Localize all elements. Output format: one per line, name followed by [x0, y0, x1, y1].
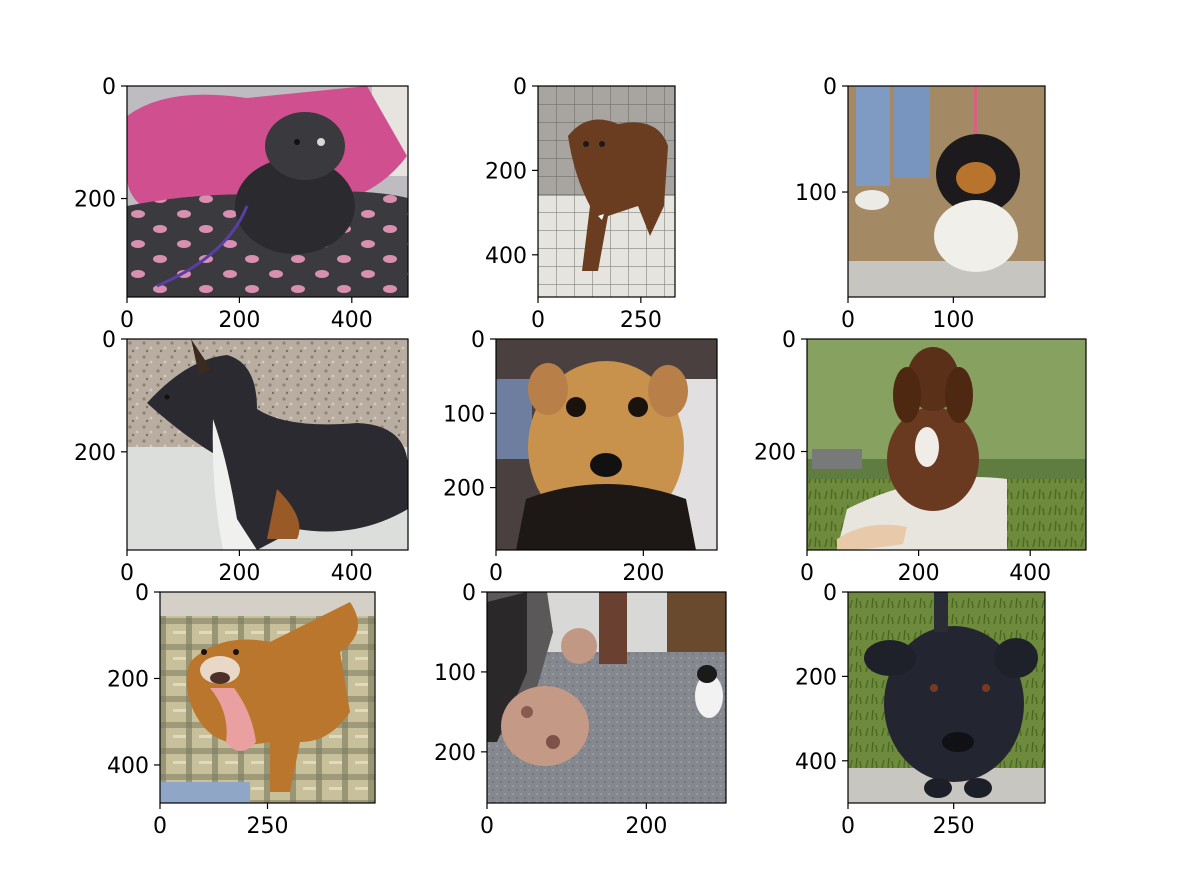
black-dog-face-closeup-image — [848, 592, 1045, 803]
panel-2 — [538, 86, 675, 297]
x-tick-label: 250 — [247, 814, 289, 839]
x-tick-label: 400 — [1009, 561, 1051, 586]
y-tick-label: 200 — [754, 441, 796, 466]
y-tick-label: 400 — [107, 754, 149, 779]
y-tick-label: 400 — [795, 750, 837, 775]
y-tick-label: 0 — [782, 328, 796, 353]
x-tick-label: 200 — [898, 561, 940, 586]
axes-frame — [495, 338, 718, 551]
panel-3 — [848, 86, 1045, 297]
panel-8 — [487, 592, 726, 803]
basset-puppy-sitting-outdoors-image — [807, 339, 1086, 550]
tricolor-dog-side-profile-image — [127, 339, 408, 550]
x-tick-label: 250 — [933, 814, 975, 839]
y-tick-label: 0 — [471, 328, 485, 353]
x-tick-label: 400 — [331, 308, 373, 333]
axes-frame — [486, 591, 727, 804]
panel-6 — [807, 339, 1086, 550]
axes-4: 0 200 400 0 200 — [74, 328, 409, 586]
y-tick-label: 100 — [434, 661, 476, 686]
y-tick-label: 0 — [513, 75, 527, 100]
y-tick-label: 0 — [823, 75, 837, 100]
x-tick-label: 0 — [120, 561, 134, 586]
y-tick-label: 200 — [74, 188, 116, 213]
x-tick-label: 100 — [932, 308, 974, 333]
x-tick-label: 200 — [622, 561, 664, 586]
axes-frame — [537, 85, 676, 298]
axes-frame — [126, 85, 409, 298]
axes-frame — [126, 338, 409, 551]
x-tick-label: 250 — [620, 308, 662, 333]
y-tick-label: 0 — [102, 328, 116, 353]
y-tick-label: 200 — [443, 477, 485, 502]
x-tick-label: 200 — [625, 814, 667, 839]
x-tick-label: 400 — [331, 561, 373, 586]
y-tick-label: 200 — [485, 159, 527, 184]
y-tick-label: 400 — [485, 244, 527, 269]
merle-dog-and-cat-indoors-image — [487, 592, 726, 803]
panel-1 — [127, 86, 408, 297]
brown-dog-standing-in-pen-image — [538, 86, 675, 297]
y-tick-label: 0 — [823, 581, 837, 606]
axes-frame — [806, 338, 1087, 551]
axes-5: 0 200 0 100 200 — [443, 328, 718, 586]
x-tick-label: 0 — [489, 561, 503, 586]
panel-4 — [127, 339, 408, 550]
pitbull-on-plaid-blanket-image — [160, 592, 375, 803]
y-tick-label: 100 — [443, 402, 485, 427]
y-tick-label: 0 — [135, 581, 149, 606]
axes-8: 0 200 0 100 200 — [434, 581, 727, 839]
dog-lying-on-pink-pillow-image — [127, 86, 408, 297]
x-tick-label: 0 — [480, 814, 494, 839]
panel-9 — [848, 592, 1045, 803]
axes-7: 0 250 0 200 400 — [107, 581, 376, 839]
y-tick-label: 100 — [795, 181, 837, 206]
y-tick-label: 0 — [462, 581, 476, 606]
x-tick-label: 200 — [218, 308, 260, 333]
x-tick-label: 0 — [841, 814, 855, 839]
axes-6: 0 200 400 0 200 — [754, 328, 1087, 586]
axes-9: 0 250 0 200 400 — [795, 581, 1046, 839]
axes-layer: 0 200 400 0 200 0 250 0 200 400 0 100 0 100 0 200 400 0 20… — [74, 75, 1087, 839]
x-tick-label: 0 — [153, 814, 167, 839]
x-tick-label: 200 — [218, 561, 260, 586]
axes-3: 0 100 0 100 — [795, 75, 1046, 333]
tricolor-dog-on-leash-image — [848, 86, 1045, 297]
x-tick-label: 0 — [531, 308, 545, 333]
x-tick-label: 0 — [841, 308, 855, 333]
tan-puppy-closeup-image — [496, 339, 717, 550]
x-tick-label: 0 — [800, 561, 814, 586]
x-tick-label: 0 — [120, 308, 134, 333]
y-tick-label: 200 — [107, 667, 149, 692]
panel-5 — [496, 339, 717, 550]
y-tick-label: 0 — [102, 75, 116, 100]
panel-7 — [160, 592, 375, 803]
y-tick-label: 200 — [74, 441, 116, 466]
axes-2: 0 250 0 200 400 — [485, 75, 676, 333]
y-tick-label: 200 — [795, 665, 837, 690]
axes-frame — [847, 591, 1046, 804]
axes-1: 0 200 400 0 200 — [74, 75, 409, 333]
y-tick-label: 200 — [434, 741, 476, 766]
